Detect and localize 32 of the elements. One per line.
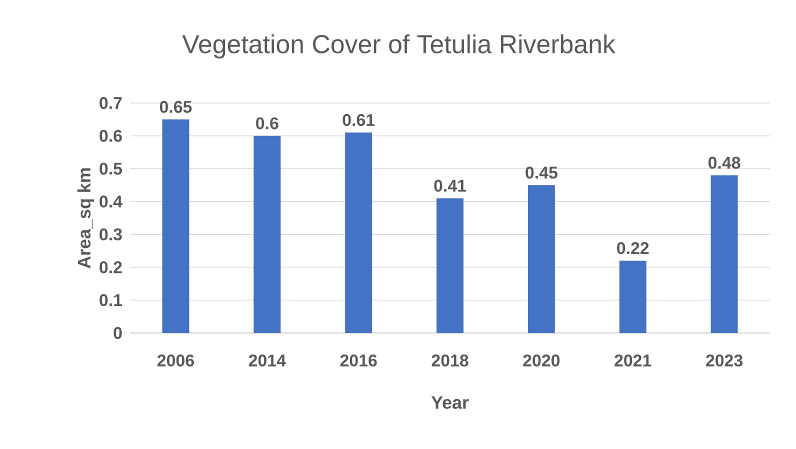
bar (254, 136, 281, 333)
data-label: 0.65 (160, 100, 192, 113)
bar (162, 119, 190, 333)
x-tick-label: 2018 (432, 354, 468, 367)
bar (345, 132, 372, 333)
data-label: 0.61 (342, 114, 375, 126)
x-tick-label: 2016 (340, 354, 377, 367)
x-tick-label: 2014 (248, 354, 286, 367)
y-tick-label: 0.4 (100, 196, 122, 208)
y-tick-label: 0.7 (100, 96, 122, 109)
x-tick-label: 2006 (157, 354, 194, 367)
y-tick-label: 0.1 (100, 294, 122, 306)
x-tick-label: 2020 (523, 354, 560, 367)
x-axis-title: Year (431, 396, 469, 409)
data-label: 0.6 (256, 117, 278, 130)
data-label: 0.48 (708, 156, 740, 169)
chart-title: Vegetation Cover of Tetulia Riverbank (182, 34, 616, 58)
y-tick-label: 0 (114, 326, 122, 339)
y-tick-label: 0.5 (100, 162, 122, 175)
bar (528, 185, 555, 333)
bar (619, 260, 646, 333)
y-tick-label: 0.2 (100, 261, 122, 274)
data-label: 0.22 (617, 242, 649, 254)
x-tick-label: 2021 (614, 354, 652, 367)
y-tick-label: 0.6 (100, 130, 122, 142)
data-label: 0.45 (526, 166, 558, 179)
y-tick-label: 0.3 (100, 228, 122, 240)
x-tick-label: 2023 (706, 354, 743, 367)
y-axis-title: Area_sq km (77, 168, 94, 268)
data-label: 0.41 (434, 180, 466, 192)
bar (436, 198, 464, 333)
bar (710, 175, 738, 333)
